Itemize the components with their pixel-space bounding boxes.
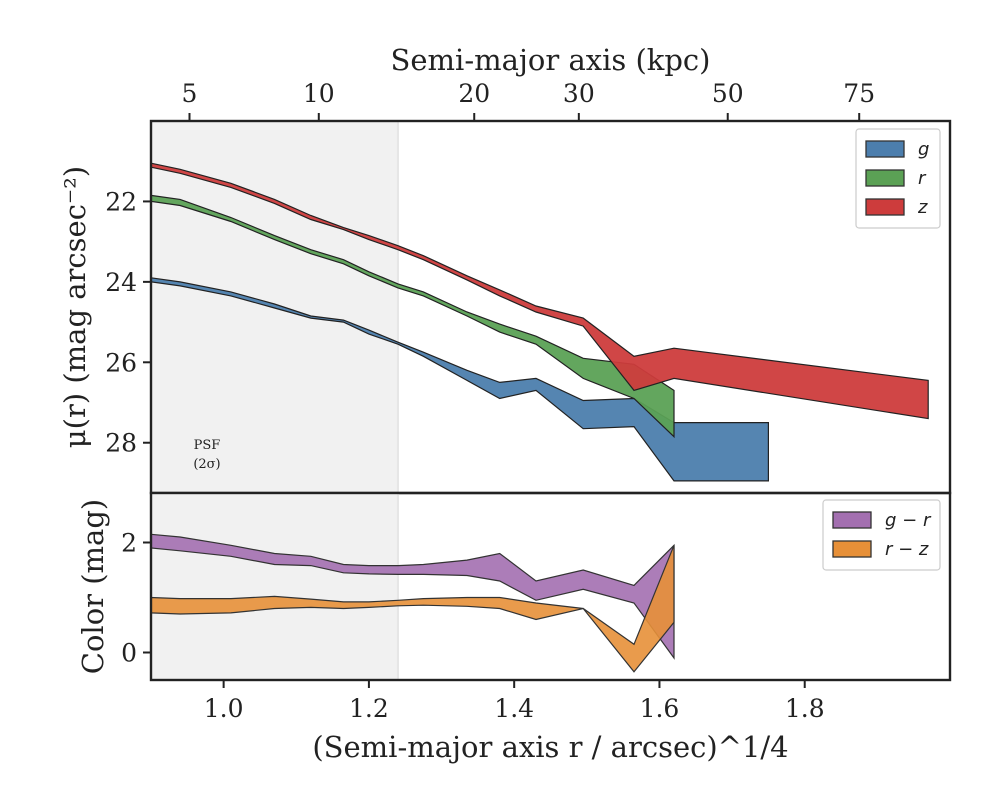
- band-r-area: [150, 194, 675, 439]
- top-x-tick-label: 50: [712, 79, 744, 108]
- band-legend: grz: [855, 128, 941, 229]
- legend-label: z: [917, 197, 928, 218]
- color-legend: g − r r − z: [822, 499, 941, 571]
- top-x-tick-label: 10: [303, 79, 335, 108]
- top-x-tick-label: 20: [458, 79, 490, 108]
- top-axis-title: Semi-major axis (kpc): [391, 43, 711, 77]
- x-tick-label: 1.0: [204, 694, 244, 723]
- legend-swatch: [865, 140, 905, 158]
- x-tick-label: 1.2: [349, 694, 389, 723]
- legend-label: g − r: [885, 510, 932, 531]
- legend-label: r − z: [885, 539, 929, 560]
- y-tick-label: 22: [105, 187, 137, 216]
- legend-label: g: [918, 139, 929, 160]
- legend-swatch: [832, 511, 872, 529]
- r-z-color-area: [150, 545, 675, 673]
- top-x-tick-label: 75: [843, 79, 875, 108]
- legend-swatch: [865, 198, 905, 216]
- y-tick-label: 2: [121, 529, 137, 558]
- surface-brightness-axis-title: μ(r) (mag arcsec⁻²): [58, 166, 92, 448]
- x-tick-label: 1.6: [640, 694, 680, 723]
- color-panel: 0 2 1.0 1.2 1.4 1.6 1.8 g − r r − z (Semi-majo…: [76, 491, 952, 764]
- x-axis-title: (Semi-major axis r / arcsec)^1/4: [312, 730, 788, 764]
- y-tick-label: 24: [105, 268, 137, 297]
- surface-brightness-panel: PSF (2σ) 22 24 26 28 5 10 20 30 50 75 grz Semi-m…: [58, 43, 952, 495]
- top-x-tick-label: 30: [563, 79, 595, 108]
- band-z-area: [150, 162, 929, 420]
- x-tick-label: 1.4: [494, 694, 534, 723]
- y-tick-label: 28: [105, 429, 137, 458]
- g-r-color-area: [150, 533, 675, 660]
- psf-shade: [151, 493, 398, 680]
- bottom-axes-frame: [149, 491, 952, 682]
- top-x-tick-label: 5: [182, 79, 198, 108]
- x-tick-label: 1.8: [785, 694, 825, 723]
- band-g-area: [150, 277, 770, 482]
- legend-swatch: [865, 169, 905, 187]
- legend-label: r: [918, 168, 927, 189]
- y-tick-label: 0: [121, 639, 137, 668]
- psf-label: PSF: [194, 438, 221, 453]
- y-tick-label: 26: [105, 348, 137, 377]
- color-axis-title: Color (mag): [76, 499, 110, 674]
- legend-swatch: [832, 540, 872, 558]
- psf-sigma-label: (2σ): [193, 457, 220, 472]
